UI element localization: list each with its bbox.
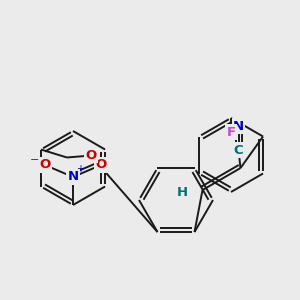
Text: O: O xyxy=(85,149,97,162)
Text: O: O xyxy=(39,158,51,172)
Text: H: H xyxy=(177,185,188,199)
Text: O: O xyxy=(95,158,106,172)
Text: N: N xyxy=(68,170,79,184)
Text: +: + xyxy=(76,164,84,174)
Text: −: − xyxy=(30,155,40,165)
Text: F: F xyxy=(226,125,236,139)
Text: C: C xyxy=(234,143,243,157)
Text: N: N xyxy=(233,119,244,133)
